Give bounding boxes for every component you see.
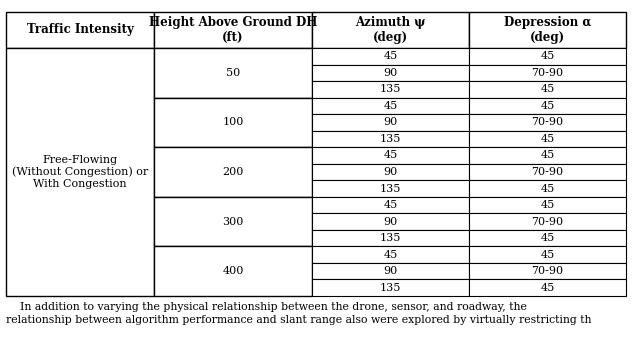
Text: 50: 50 bbox=[226, 68, 240, 78]
Bar bbox=[469, 114, 626, 131]
Bar bbox=[312, 164, 469, 180]
Text: 135: 135 bbox=[380, 134, 401, 144]
Text: 400: 400 bbox=[222, 266, 244, 276]
Text: 135: 135 bbox=[380, 84, 401, 94]
Bar bbox=[312, 65, 469, 81]
Text: 45: 45 bbox=[383, 150, 397, 160]
Text: 70-90: 70-90 bbox=[531, 117, 564, 127]
Bar bbox=[312, 147, 469, 164]
Bar bbox=[469, 12, 626, 48]
Bar bbox=[469, 197, 626, 213]
Bar bbox=[469, 180, 626, 197]
Text: Free-Flowing
(Without Congestion) or
With Congestion: Free-Flowing (Without Congestion) or Wit… bbox=[12, 155, 148, 189]
Text: 45: 45 bbox=[383, 101, 397, 111]
Text: 70-90: 70-90 bbox=[531, 68, 564, 78]
Text: 70-90: 70-90 bbox=[531, 167, 564, 177]
Bar bbox=[469, 246, 626, 263]
Text: 45: 45 bbox=[540, 51, 555, 61]
Text: 135: 135 bbox=[380, 283, 401, 293]
Text: 70-90: 70-90 bbox=[531, 266, 564, 276]
Text: Depression α
(deg): Depression α (deg) bbox=[504, 16, 591, 44]
Text: 45: 45 bbox=[540, 250, 555, 260]
Bar bbox=[469, 48, 626, 65]
Text: 90: 90 bbox=[383, 68, 397, 78]
Text: relationship between algorithm performance and slant range also were explored by: relationship between algorithm performan… bbox=[6, 315, 591, 325]
Bar bbox=[312, 180, 469, 197]
Bar bbox=[469, 263, 626, 279]
Bar bbox=[312, 114, 469, 131]
Bar bbox=[312, 197, 469, 213]
Bar bbox=[312, 98, 469, 114]
Text: 90: 90 bbox=[383, 266, 397, 276]
Bar bbox=[312, 81, 469, 98]
Bar bbox=[6, 12, 154, 48]
Bar bbox=[154, 98, 312, 147]
Text: Traffic Intensity: Traffic Intensity bbox=[27, 23, 133, 37]
Bar bbox=[312, 279, 469, 296]
Bar bbox=[312, 230, 469, 246]
Bar bbox=[312, 213, 469, 230]
Bar bbox=[469, 81, 626, 98]
Text: 45: 45 bbox=[383, 51, 397, 61]
Bar bbox=[154, 48, 312, 98]
Text: 45: 45 bbox=[540, 183, 555, 194]
Text: 45: 45 bbox=[540, 150, 555, 160]
Bar bbox=[6, 48, 154, 296]
Text: 90: 90 bbox=[383, 167, 397, 177]
Bar bbox=[154, 147, 312, 197]
Text: 200: 200 bbox=[222, 167, 244, 177]
Text: 45: 45 bbox=[540, 84, 555, 94]
Bar bbox=[154, 12, 312, 48]
Bar bbox=[312, 48, 469, 65]
Text: 90: 90 bbox=[383, 216, 397, 227]
Bar bbox=[154, 197, 312, 246]
Text: 300: 300 bbox=[222, 216, 244, 227]
Bar bbox=[154, 246, 312, 296]
Text: Height Above Ground DH
(ft): Height Above Ground DH (ft) bbox=[149, 16, 317, 44]
Bar bbox=[469, 213, 626, 230]
Text: 45: 45 bbox=[383, 200, 397, 210]
Text: 45: 45 bbox=[383, 250, 397, 260]
Bar bbox=[312, 12, 469, 48]
Bar bbox=[469, 131, 626, 147]
Bar bbox=[469, 98, 626, 114]
Text: 45: 45 bbox=[540, 134, 555, 144]
Text: 70-90: 70-90 bbox=[531, 216, 564, 227]
Text: 90: 90 bbox=[383, 117, 397, 127]
Text: 45: 45 bbox=[540, 233, 555, 243]
Text: 45: 45 bbox=[540, 283, 555, 293]
Bar bbox=[469, 230, 626, 246]
Bar bbox=[312, 263, 469, 279]
Text: 135: 135 bbox=[380, 183, 401, 194]
Text: In addition to varying the physical relationship between the drone, sensor, and : In addition to varying the physical rela… bbox=[6, 302, 527, 312]
Bar bbox=[469, 279, 626, 296]
Bar bbox=[469, 147, 626, 164]
Text: 135: 135 bbox=[380, 233, 401, 243]
Bar bbox=[469, 65, 626, 81]
Text: 45: 45 bbox=[540, 101, 555, 111]
Text: Azimuth ψ
(deg): Azimuth ψ (deg) bbox=[355, 16, 426, 44]
Bar bbox=[312, 246, 469, 263]
Text: 45: 45 bbox=[540, 200, 555, 210]
Text: 100: 100 bbox=[222, 117, 244, 127]
Bar bbox=[469, 164, 626, 180]
Bar bbox=[312, 131, 469, 147]
